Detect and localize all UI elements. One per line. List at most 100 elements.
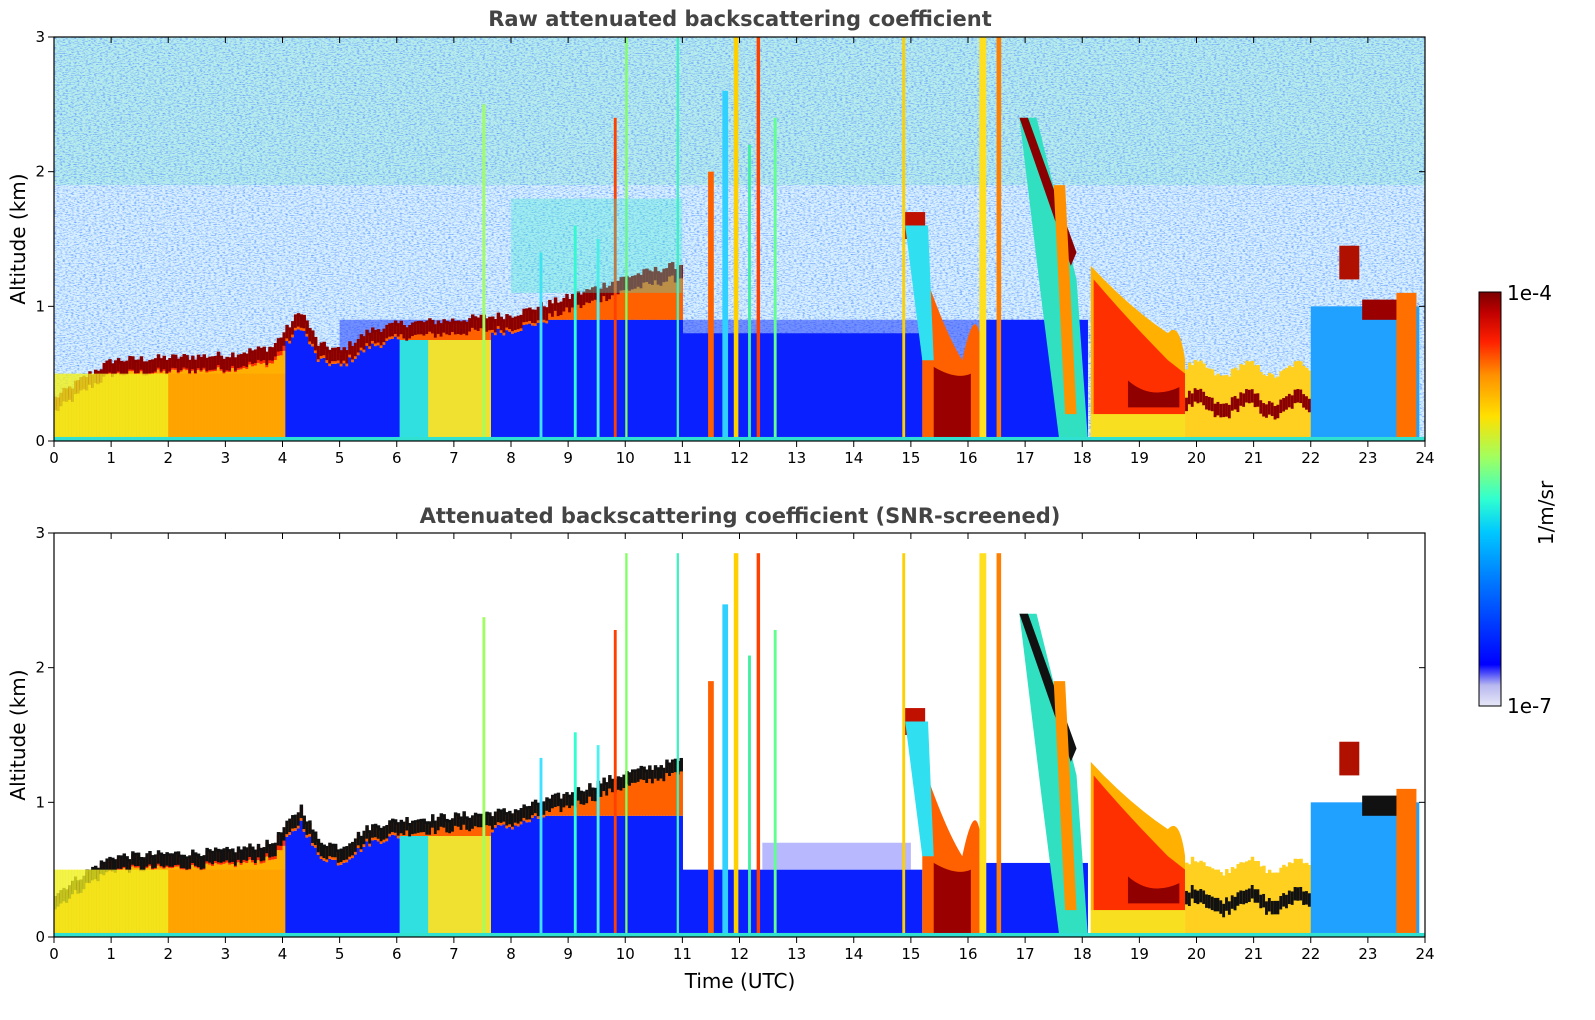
bl-top-layer [519,314,524,329]
bl-inner [271,373,275,441]
bl-top-layer [431,814,435,828]
bl-top-layer [476,317,481,331]
bl-transition [619,779,623,816]
bl-inner [111,869,115,937]
evening-layer-top [1253,889,1258,903]
bl-top-layer [442,319,446,333]
bl-inner [82,373,87,441]
evening-layer-top [1270,900,1275,915]
bl-top-layer [219,849,224,863]
bl-top-layer [268,844,272,858]
bl-transition [585,792,589,816]
bl-transition [642,769,646,816]
bl-top-layer [222,358,226,373]
bl-column [353,358,358,441]
bl-column [313,353,318,441]
bl-column [619,319,623,441]
bl-column [391,834,395,937]
bl-column [325,362,329,441]
bl-column [362,352,366,441]
x-tick-label: 21 [1244,945,1263,963]
cloud-streak [482,617,486,937]
bl-inner [102,869,107,937]
bl-inner [236,869,241,937]
bl-column [376,841,381,937]
cloud-streak [676,37,679,441]
bl-column [476,836,481,937]
bl-inner [65,373,69,441]
bl-top-layer [610,778,615,793]
bl-transition [599,786,603,816]
bl-top-layer [225,356,229,371]
evening-layer-top [1207,396,1212,411]
bl-column [491,332,495,441]
evening-layer-top [1210,896,1215,911]
bl-top-layer [453,812,458,826]
bl-transition [622,279,626,320]
bl-top-layer [536,306,541,321]
bl-column [413,836,418,937]
evening-layer-top [1216,401,1220,416]
bl-top-layer [331,347,335,362]
late-cloud-orange [1396,788,1417,937]
bl-top-layer [391,818,395,833]
evening-cloud-a-center [1127,380,1180,408]
bl-transition [668,265,672,320]
bl-inner [222,869,226,937]
bl-column [419,836,424,937]
bl-top-layer [233,357,238,371]
bl-top-layer [151,359,155,373]
bl-inner [182,869,186,937]
bl-inner [128,373,132,441]
bl-inner [133,869,138,937]
bl-column [339,366,344,441]
bl-top-layer [322,844,326,859]
evening-layer-top [1307,398,1312,413]
bl-top-layer [590,287,595,301]
bl-top-layer [362,830,366,845]
bl-top-layer [359,334,364,348]
bl-transition [579,297,584,320]
bl-column [628,319,632,441]
bl-top-layer [488,316,492,331]
x-tick-label: 21 [1244,449,1263,467]
bl-top-layer [553,297,558,311]
cloud-streak [773,629,777,937]
bl-transition [570,296,575,320]
bl-column [419,340,424,441]
bl-top-layer [413,820,418,834]
bl-top-layer [422,322,426,336]
bl-inner [71,373,75,441]
x-tick-label: 22 [1301,449,1320,467]
bl-column [568,815,572,937]
evening-layer-top [1193,889,1198,904]
bl-inner [242,869,246,937]
bl-top-layer [425,320,429,335]
bl-inner [256,373,261,441]
bl-top-layer [639,274,643,289]
bl-column [548,319,552,441]
cloud-streak [996,553,1002,937]
bl-top-layer [473,316,478,330]
bl-transition [645,271,649,320]
bl-top-layer [131,851,135,865]
bl-top-layer [548,798,552,813]
bl-inner [133,373,138,441]
bl-column [336,363,341,441]
bl-column [588,319,592,441]
bl-column [519,330,524,441]
bl-top-layer [211,850,215,865]
bl-transition [656,273,661,320]
bl-top-layer [582,791,586,805]
bl-top-layer [668,762,672,776]
evening-layer-top [1270,402,1275,417]
bl-top-layer [322,341,326,356]
bl-column [582,319,586,441]
bl-column [422,836,426,937]
bl-column [302,831,306,937]
bl-column [608,815,612,937]
cloud-streak [625,37,628,441]
bl-column [605,319,609,441]
bl-inner [271,869,275,937]
bl-top-layer [485,318,489,332]
